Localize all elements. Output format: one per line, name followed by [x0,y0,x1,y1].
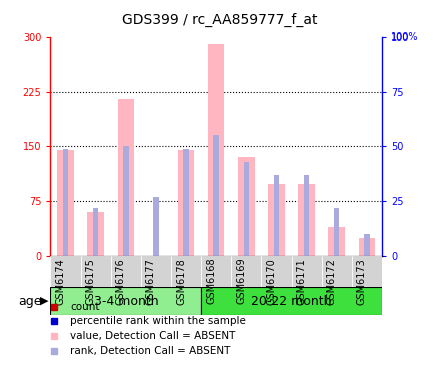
Text: 20-22 month: 20-22 month [251,295,331,307]
Y-axis label: 100%: 100% [391,32,418,42]
Bar [351,256,381,287]
Text: count: count [70,302,99,312]
Bar [201,287,381,315]
Bar [261,256,291,287]
Text: GSM6175: GSM6175 [85,258,95,305]
Text: age: age [18,295,42,307]
Bar [237,157,254,256]
Bar [50,256,81,287]
Bar [231,256,261,287]
Text: rank, Detection Call = ABSENT: rank, Detection Call = ABSENT [70,346,230,356]
Bar [63,149,68,256]
Text: ▶: ▶ [40,296,48,306]
Text: GSM6174: GSM6174 [56,258,65,305]
Bar [328,227,344,256]
Bar [153,197,158,256]
Text: value, Detection Call = ABSENT: value, Detection Call = ABSENT [70,331,235,341]
Bar [364,234,369,256]
Bar [171,256,201,287]
Bar [321,256,351,287]
Text: 3-4 month: 3-4 month [93,295,158,307]
Text: GSM6170: GSM6170 [266,258,276,305]
Bar [298,184,314,256]
Bar [87,212,104,256]
Bar [81,256,110,287]
Text: GSM6171: GSM6171 [296,258,306,305]
Text: percentile rank within the sample: percentile rank within the sample [70,316,246,326]
Bar [177,150,194,256]
Bar [333,208,339,256]
Bar [243,162,248,256]
Text: GSM6169: GSM6169 [236,258,246,305]
Bar [213,135,219,256]
Text: GSM6177: GSM6177 [145,258,155,305]
Bar [141,256,171,287]
Text: GSM6173: GSM6173 [356,258,366,305]
Bar [93,208,98,256]
Bar [303,175,309,256]
Bar [358,238,374,256]
Text: GSM6172: GSM6172 [326,258,336,305]
Bar [273,175,279,256]
Text: GDS399 / rc_AA859777_f_at: GDS399 / rc_AA859777_f_at [121,13,317,27]
Bar [268,184,284,256]
Bar [123,146,128,256]
Bar [50,287,201,315]
Bar [110,256,141,287]
Bar [291,256,321,287]
Bar [183,149,188,256]
Bar [57,150,74,256]
Bar [117,99,134,256]
Bar [208,44,224,256]
Bar [201,256,231,287]
Text: GSM6168: GSM6168 [206,258,215,305]
Text: GSM6178: GSM6178 [176,258,186,305]
Text: GSM6176: GSM6176 [116,258,126,305]
